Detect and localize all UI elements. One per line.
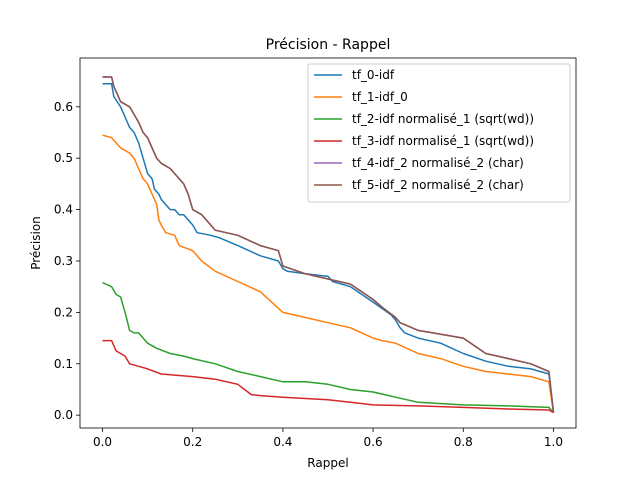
plot-series-group [102, 76, 555, 414]
x-tick-label: 0.8 [454, 435, 473, 449]
series-line-2 [102, 281, 555, 414]
y-tick-label: 0.3 [54, 254, 73, 268]
x-axis-ticks: 0.0 0.2 0.4 0.6 0.8 1.0 [93, 428, 563, 449]
x-tick-label: 0.4 [273, 435, 292, 449]
x-tick-label: 0.2 [183, 435, 202, 449]
y-tick-label: 0.2 [54, 305, 73, 319]
y-tick-label: 0.1 [54, 357, 73, 371]
x-tick-label: 1.0 [544, 435, 563, 449]
legend: tf_0-idf tf_1-idf_0 tf_2-idf normalisé_1 (… [307, 63, 571, 203]
x-tick-label: 0.0 [93, 435, 112, 449]
legend-label-4: tf_4-idf_2 normalisé_2 (char) [352, 156, 524, 170]
y-tick-label: 0.0 [54, 408, 73, 422]
legend-box [307, 63, 571, 203]
legend-label-0: tf_0-idf [352, 68, 395, 82]
series-line-0 [102, 82, 555, 413]
y-tick-label: 0.6 [54, 100, 73, 114]
series-line-3 [102, 339, 554, 414]
legend-label-3: tf_3-idf normalisé_1 (sqrt(wd)) [352, 134, 534, 148]
y-axis-ticks: 0.0 0.1 0.2 0.3 0.4 0.5 0.6 [54, 100, 80, 422]
series-line-5 [102, 76, 555, 413]
legend-label-1: tf_1-idf_0 [352, 90, 408, 104]
legend-label-5: tf_5-idf_2 normalisé_2 (char) [352, 178, 524, 192]
legend-label-2: tf_2-idf normalisé_1 (sqrt(wd)) [352, 112, 534, 126]
series-line-1 [102, 134, 555, 413]
x-tick-label: 0.6 [364, 435, 383, 449]
x-axis-label: Rappel [307, 456, 348, 470]
y-tick-label: 0.5 [54, 151, 73, 165]
chart-title: Précision - Rappel [266, 37, 391, 53]
plot-frame [79, 57, 577, 429]
y-axis-label: Précision [29, 216, 43, 270]
y-tick-label: 0.4 [54, 203, 73, 217]
